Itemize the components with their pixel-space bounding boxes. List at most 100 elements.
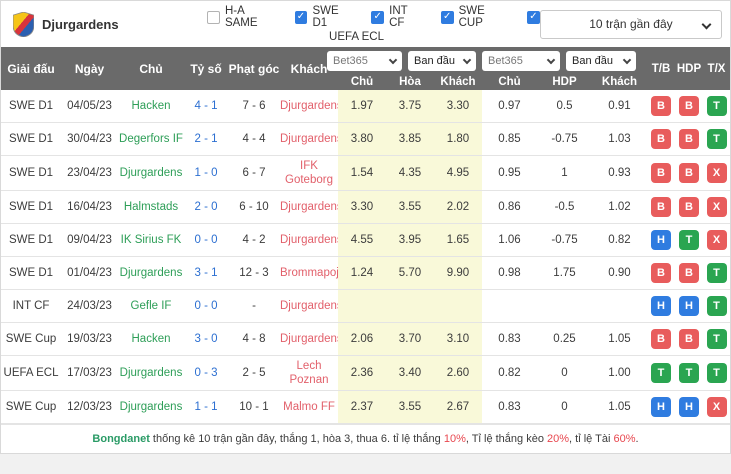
odds-1x2-home bbox=[338, 290, 386, 322]
dropdown-value: Ban đầu bbox=[414, 55, 455, 67]
odds-hdp-line: 0.5 bbox=[556, 100, 573, 112]
match-score[interactable]: 1 - 0 bbox=[194, 167, 218, 179]
odds-1x2-away bbox=[434, 290, 482, 322]
initial-odds-dropdown-1x2[interactable]: Ban đầu bbox=[408, 51, 476, 71]
col-league: Giải đấu bbox=[7, 61, 55, 76]
filter-ha-same[interactable]: H-A SAME bbox=[207, 5, 280, 29]
team-header: Djurgardens bbox=[13, 11, 207, 37]
away-team-link[interactable]: IFK Goteborg bbox=[285, 160, 333, 186]
home-team-link[interactable]: Hacken bbox=[131, 100, 171, 112]
match-score[interactable]: 0 - 0 bbox=[194, 234, 218, 246]
swe-cup-checkbox[interactable]: ✓ bbox=[440, 10, 454, 24]
odds-hdp-home: 0.98 bbox=[498, 267, 521, 279]
result-hdp-badge: B bbox=[679, 329, 699, 349]
odds-1x2-draw: 3.55 bbox=[386, 191, 434, 223]
result-hdp-badge: B bbox=[679, 197, 699, 217]
odds-1x2-draw: 3.75 bbox=[386, 90, 434, 122]
away-team-link[interactable]: Djurgardens bbox=[280, 333, 343, 345]
odds-1x2-away: 4.95 bbox=[434, 156, 482, 190]
col-score: Tỷ số bbox=[190, 61, 222, 76]
league-cell: SWE D1 bbox=[8, 133, 54, 145]
league-cell: SWE D1 bbox=[8, 267, 54, 279]
result-tx-badge: X bbox=[706, 163, 727, 183]
corner-score: 12 - 3 bbox=[239, 267, 269, 279]
home-team-link[interactable]: Djurgardens bbox=[119, 167, 183, 179]
uefa-ecl-checkbox[interactable]: ✓ bbox=[526, 10, 540, 24]
match-range-dropdown[interactable]: 10 trận gần đây bbox=[539, 9, 722, 39]
home-team-link[interactable]: IK Sirius FK bbox=[120, 234, 182, 246]
odds-hdp-line: 0 bbox=[561, 401, 568, 413]
odds-hdp-home: 0.95 bbox=[498, 167, 521, 179]
odds-1x2-draw: 3.95 bbox=[386, 224, 434, 256]
filter-uefa-ecl[interactable]: ✓ bbox=[526, 10, 540, 24]
odds-hdp-line: 0.25 bbox=[553, 333, 576, 345]
odds-1x2-draw: 3.40 bbox=[386, 356, 434, 390]
away-team-link[interactable]: Lech Poznan bbox=[289, 360, 329, 386]
odds-1x2-away: 9.90 bbox=[434, 257, 482, 289]
odds-hdp-away: 1.05 bbox=[608, 401, 631, 413]
corner-score: 4 - 2 bbox=[242, 234, 266, 246]
filter-swe-cup[interactable]: ✓ SWE CUP bbox=[440, 5, 512, 29]
match-score[interactable]: 2 - 0 bbox=[194, 201, 218, 213]
away-team-link[interactable]: Djurgardens bbox=[280, 300, 343, 312]
col-away: Khách bbox=[290, 61, 328, 76]
away-team-link[interactable]: Djurgardens bbox=[280, 234, 343, 246]
col-tb: T/B bbox=[651, 62, 671, 75]
home-team-link[interactable]: Hacken bbox=[131, 333, 171, 345]
match-score[interactable]: 0 - 3 bbox=[194, 367, 218, 379]
result-tb-badge: B bbox=[651, 329, 671, 349]
match-score[interactable]: 1 - 1 bbox=[194, 401, 218, 413]
result-hdp-badge: T bbox=[679, 230, 699, 250]
match-score[interactable]: 2 - 1 bbox=[194, 133, 218, 145]
match-score[interactable]: 0 - 0 bbox=[194, 300, 218, 312]
initial-odds-dropdown-hdp[interactable]: Ban đầu bbox=[566, 51, 636, 71]
odds-1x2-home: 1.24 bbox=[338, 257, 386, 289]
home-team-link[interactable]: Djurgardens bbox=[119, 267, 183, 279]
away-team-link[interactable]: Malmo FF bbox=[283, 401, 335, 413]
result-tb-badge: B bbox=[651, 129, 671, 149]
corner-score: - bbox=[252, 300, 256, 312]
chevron-down-icon bbox=[462, 55, 472, 64]
result-tx-badge: T bbox=[706, 96, 727, 116]
league-cell: SWE Cup bbox=[5, 333, 57, 345]
table-row: SWE D1 23/04/23 Djurgardens 1 - 0 6 - 7 … bbox=[1, 156, 730, 191]
home-team-link[interactable]: Djurgardens bbox=[119, 367, 183, 379]
table-header: Giải đấu Ngày Chủ Tỷ số Phạt góc Khách B… bbox=[1, 47, 730, 90]
top-bar: Djurgardens H-A SAME ✓ SWE D1 ✓ INT CF ✓ bbox=[1, 1, 730, 47]
filter-int-cf[interactable]: ✓ INT CF bbox=[371, 5, 425, 29]
date-cell: 30/04/23 bbox=[67, 133, 112, 145]
filter-label: SWE D1 bbox=[312, 5, 339, 29]
bet365-dropdown-hdp[interactable]: Bet365 bbox=[482, 51, 560, 71]
swe-d1-checkbox[interactable]: ✓ bbox=[294, 10, 308, 24]
away-team-link[interactable]: Brommapojkarna bbox=[280, 267, 368, 279]
match-range-value: 10 trận gần đây bbox=[589, 17, 673, 31]
result-tb-badge: H bbox=[651, 296, 671, 316]
result-tx-badge: T bbox=[706, 263, 727, 283]
odds-hdp-home: 0.82 bbox=[498, 367, 521, 379]
result-hdp-badge: H bbox=[679, 296, 699, 316]
filter-swe-d1[interactable]: ✓ SWE D1 bbox=[294, 5, 357, 29]
uefa-ecl-label[interactable]: UEFA ECL bbox=[329, 31, 384, 43]
away-team-link[interactable]: Djurgardens bbox=[280, 201, 343, 213]
odds-hdp-home bbox=[482, 290, 537, 322]
chevron-down-icon bbox=[388, 55, 398, 64]
match-score[interactable]: 4 - 1 bbox=[194, 100, 218, 112]
result-tb-badge: B bbox=[651, 96, 671, 116]
home-team-link[interactable]: Gefle IF bbox=[130, 300, 172, 312]
corner-score: 4 - 8 bbox=[242, 333, 266, 345]
match-score[interactable]: 3 - 0 bbox=[194, 333, 218, 345]
match-score[interactable]: 3 - 1 bbox=[194, 267, 218, 279]
int-cf-checkbox[interactable]: ✓ bbox=[371, 10, 385, 24]
ha-same-checkbox[interactable] bbox=[207, 10, 220, 24]
home-team-link[interactable]: Halmstads bbox=[123, 201, 179, 213]
away-team-link[interactable]: Djurgardens bbox=[280, 133, 343, 145]
away-team-link[interactable]: Djurgardens bbox=[280, 100, 343, 112]
home-team-link[interactable]: Djurgardens bbox=[119, 401, 183, 413]
odds-hdp-away: 1.05 bbox=[608, 333, 631, 345]
odds-1x2-home: 2.37 bbox=[338, 391, 386, 423]
bet365-dropdown-1x2[interactable]: Bet365 bbox=[327, 51, 402, 71]
home-team-link[interactable]: Degerfors IF bbox=[119, 133, 183, 145]
result-tb-badge: H bbox=[651, 230, 671, 250]
odds-hdp-away: 0.91 bbox=[608, 100, 631, 112]
date-cell: 09/04/23 bbox=[67, 234, 112, 246]
